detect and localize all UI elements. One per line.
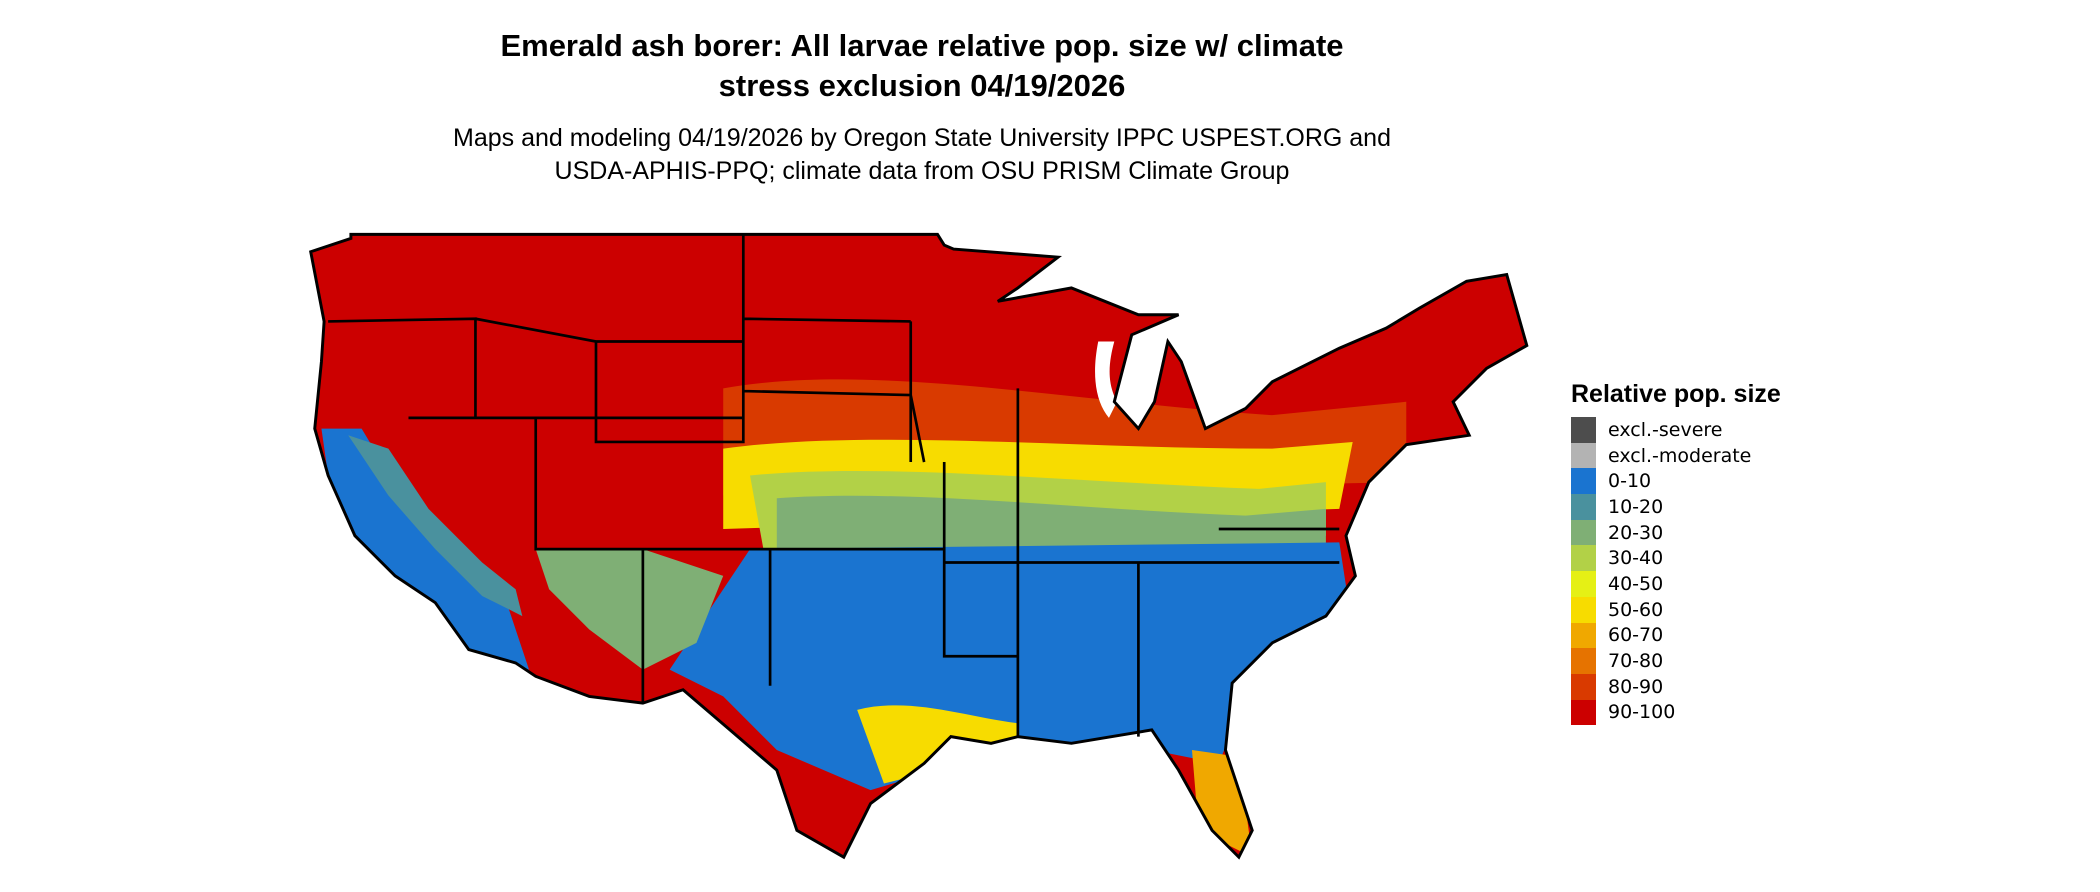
legend-swatch (1571, 596, 1596, 623)
legend-item: 70-80 (1571, 648, 1781, 674)
zone-0-10 (669, 542, 1353, 791)
legend-item: 0-10 (1571, 468, 1781, 495)
legend-label: 0-10 (1608, 470, 1652, 493)
legend-label: 50-60 (1608, 598, 1664, 621)
legend-item: 20-30 (1571, 519, 1781, 546)
legend-swatch (1571, 519, 1596, 546)
zone-california-10-20 (348, 435, 523, 617)
legend-item: 40-50 (1571, 571, 1781, 597)
legend-item: 50-60 (1571, 596, 1781, 623)
lake-michigan (1095, 341, 1117, 418)
legend-swatch (1571, 699, 1596, 726)
legend-swatch (1571, 622, 1596, 649)
legend-label: 30-40 (1608, 547, 1664, 570)
legend-swatch (1571, 648, 1596, 674)
legend-label: 20-30 (1608, 521, 1664, 544)
map-title: Emerald ash borer: All larvae relative p… (500, 28, 1344, 103)
legend-label: 60-70 (1608, 624, 1664, 647)
legend-item: 30-40 (1571, 545, 1781, 572)
legend-title: Relative pop. size (1571, 380, 1781, 408)
legend-item: 80-90 (1571, 673, 1781, 700)
legend-label: 90-100 (1608, 701, 1676, 724)
legend-swatch (1571, 442, 1596, 469)
legend-items: excl.-severe excl.-moderate 0-10 10-20 20-30… (1571, 417, 1781, 726)
map-subtitle: Maps and modeling 04/19/2026 by Oregon S… (453, 124, 1391, 185)
legend-swatch (1571, 494, 1596, 520)
legend-swatch (1571, 545, 1596, 572)
legend-item: 90-100 (1571, 699, 1781, 726)
legend-swatch (1571, 468, 1596, 495)
legend-item: excl.-severe (1571, 417, 1781, 443)
legend-label: 10-20 (1608, 495, 1664, 518)
legend-item: 10-20 (1571, 494, 1781, 520)
zone-california (321, 428, 530, 670)
state-borders (328, 234, 1340, 737)
legend-item: 60-70 (1571, 622, 1781, 649)
legend: Relative pop. size excl.-severe excl.-mod… (1571, 380, 1781, 726)
legend-swatch (1571, 673, 1596, 700)
legend-swatch (1571, 417, 1596, 443)
zone-gulf-yellow (857, 705, 1018, 784)
legend-label: 70-80 (1608, 650, 1664, 673)
zone-southwest (535, 549, 724, 670)
legend-label: 40-50 (1608, 572, 1664, 595)
legend-label: excl.-severe (1608, 418, 1723, 441)
legend-swatch (1571, 571, 1596, 597)
legend-label: excl.-moderate (1608, 444, 1752, 467)
legend-label: 80-90 (1608, 675, 1664, 698)
legend-item: excl.-moderate (1571, 442, 1781, 469)
